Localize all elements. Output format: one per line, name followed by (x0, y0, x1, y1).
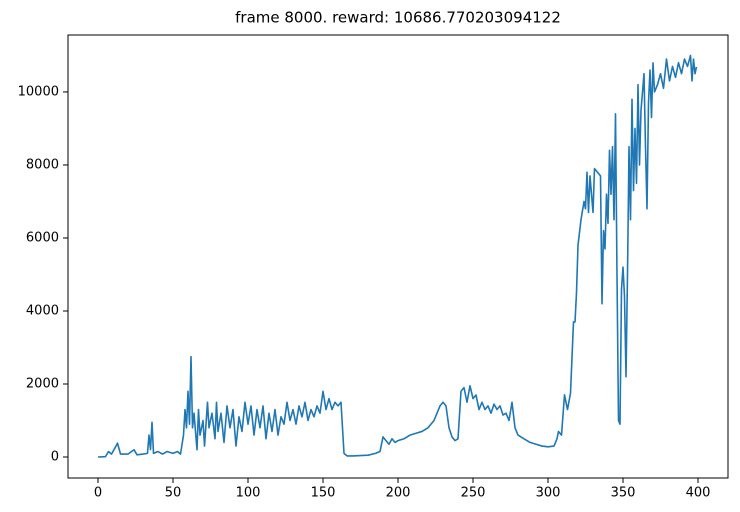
x-tick-label: 250 (461, 486, 486, 501)
x-tick-label: 150 (311, 486, 336, 501)
x-tick-label: 50 (165, 486, 182, 501)
y-tick-label: 4000 (26, 303, 59, 318)
x-tick-label: 300 (536, 486, 561, 501)
axes-frame (67, 34, 729, 479)
series-line (97, 54, 698, 458)
y-tick-label: 6000 (26, 230, 59, 245)
x-tick-label: 0 (94, 486, 102, 501)
x-tick-label: 350 (611, 486, 636, 501)
y-tick-label: 8000 (26, 157, 59, 172)
y-tick-label: 10000 (18, 84, 59, 99)
x-tick-label: 400 (686, 486, 711, 501)
x-tick-label: 100 (236, 486, 261, 501)
y-tick-label: 0 (51, 450, 59, 465)
x-tick-label: 200 (386, 486, 411, 501)
chart-title: frame 8000. reward: 10686.770203094122 (235, 9, 561, 27)
y-tick-label: 2000 (26, 376, 59, 391)
